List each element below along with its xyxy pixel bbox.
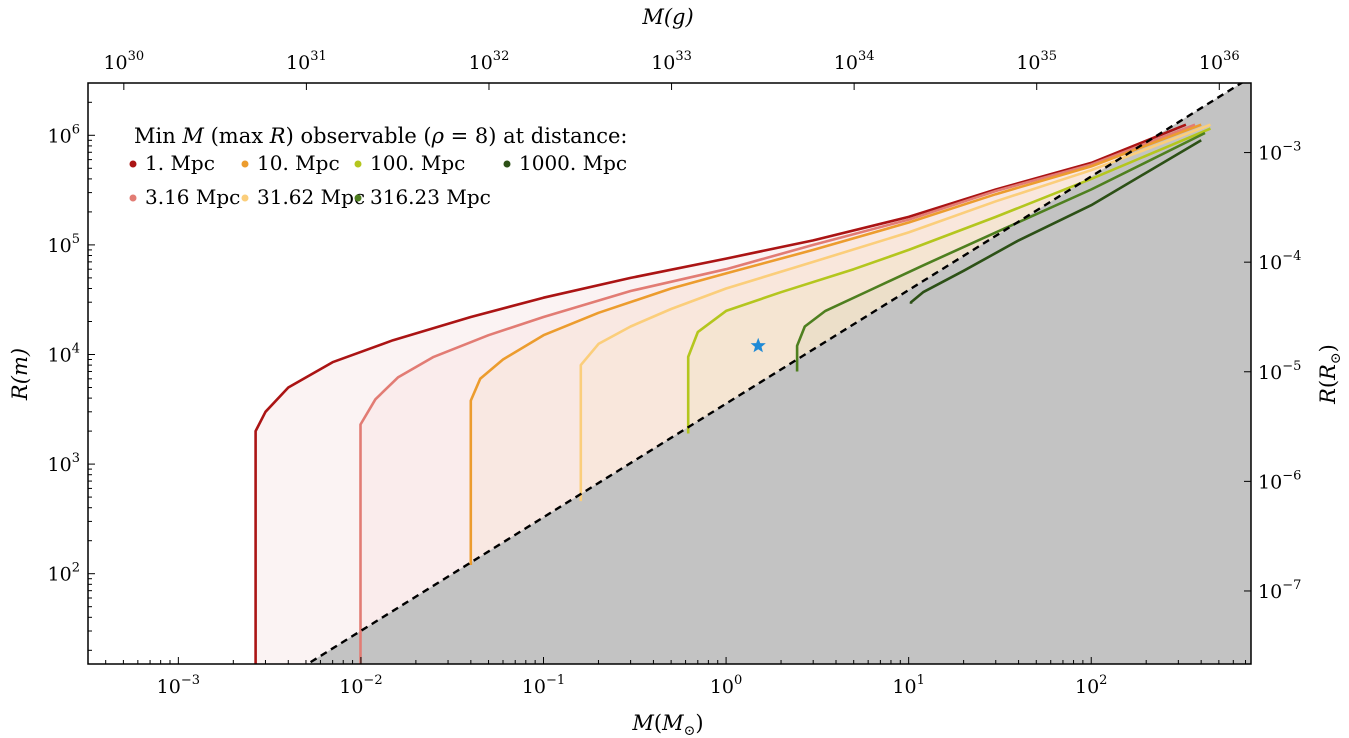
legend-marker	[241, 194, 249, 202]
x-top-tick-label: 1033	[651, 49, 692, 74]
legend-marker	[354, 194, 362, 202]
x-top-tick-label: 1030	[103, 49, 144, 74]
y-axis-title: R(m)	[8, 348, 32, 401]
x-top-tick-label: 1032	[469, 49, 510, 74]
y-right-tick-label: 10−6	[1258, 468, 1301, 493]
legend-label: 316.23 Mpc	[370, 185, 491, 209]
axis-ticks: 10−3 10−2 10−1 100 101 102 1030 1031 1032 1033 103…	[48, 49, 1302, 698]
y-right-axis-title: R(R⊙)	[1316, 344, 1344, 405]
legend-label: 3.16 Mpc	[145, 185, 240, 209]
x-top-tick-label: 1031	[286, 49, 327, 74]
legend-label: 31.62 Mpc	[257, 185, 365, 209]
legend-label: 100. Mpc	[370, 151, 465, 175]
x-tick-label: 101	[892, 673, 924, 698]
series-line-31-62-Mpc	[579, 123, 1211, 502]
x-top-tick-label: 1036	[1199, 49, 1240, 74]
y-tick-label: 104	[48, 341, 80, 366]
y-tick-label: 102	[48, 561, 80, 586]
legend-label: 1000. Mpc	[519, 151, 627, 175]
legend-marker	[503, 160, 511, 168]
y-right-tick-label: 10−7	[1258, 578, 1301, 603]
y-tick-label: 105	[48, 232, 80, 257]
y-right-tick-label: 10−4	[1258, 249, 1301, 274]
y-right-tick-label: 10−5	[1258, 359, 1301, 384]
series-line-100-Mpc	[686, 127, 1212, 434]
series-line-1-Mpc	[254, 123, 1187, 664]
legend-title: Min M (max R) observable (ρ = 8) at dist…	[134, 124, 627, 148]
region-fill-1-Mpc	[255, 117, 1186, 664]
marker-layer	[750, 337, 766, 353]
plot-frame	[87, 82, 1252, 665]
schwarzschild-region	[310, 83, 1251, 664]
x-tick-label: 10−1	[522, 673, 565, 698]
y-tick-label: 103	[48, 451, 80, 476]
region-fill-3-16-Mpc	[360, 111, 1195, 664]
legend-marker	[129, 194, 137, 202]
x-axis-title: M(M⊙)	[631, 711, 703, 738]
series-line-3-16-Mpc	[359, 123, 1196, 664]
series-line-1000-Mpc	[909, 139, 1202, 304]
x-top-axis-title: M(g)	[641, 5, 693, 29]
legend-marker	[241, 160, 249, 168]
x-tick-label: 10−3	[157, 673, 200, 698]
series-line-10-Mpc	[469, 123, 1202, 565]
schwarzschild-line	[309, 83, 1244, 664]
legend-marker	[129, 160, 137, 168]
series-line-316-23-Mpc	[795, 131, 1206, 372]
y-tick-label: 106	[48, 122, 80, 147]
x-top-tick-label: 1035	[1016, 49, 1057, 74]
legend-label: 1. Mpc	[145, 151, 215, 175]
x-tick-label: 10−2	[339, 673, 382, 698]
x-top-tick-label: 1034	[834, 49, 875, 74]
series-layer	[254, 83, 1244, 664]
star-marker	[750, 337, 766, 353]
schwarzschild-shade	[310, 83, 1251, 664]
legend-marker	[354, 160, 362, 168]
legend: Min M (max R) observable (ρ = 8) at dist…	[129, 124, 627, 209]
x-tick-label: 100	[710, 673, 742, 698]
x-tick-label: 102	[1075, 673, 1107, 698]
y-right-tick-label: 10−3	[1258, 140, 1301, 165]
region-fill-10-Mpc	[470, 108, 1202, 565]
legend-label: 10. Mpc	[257, 151, 340, 175]
